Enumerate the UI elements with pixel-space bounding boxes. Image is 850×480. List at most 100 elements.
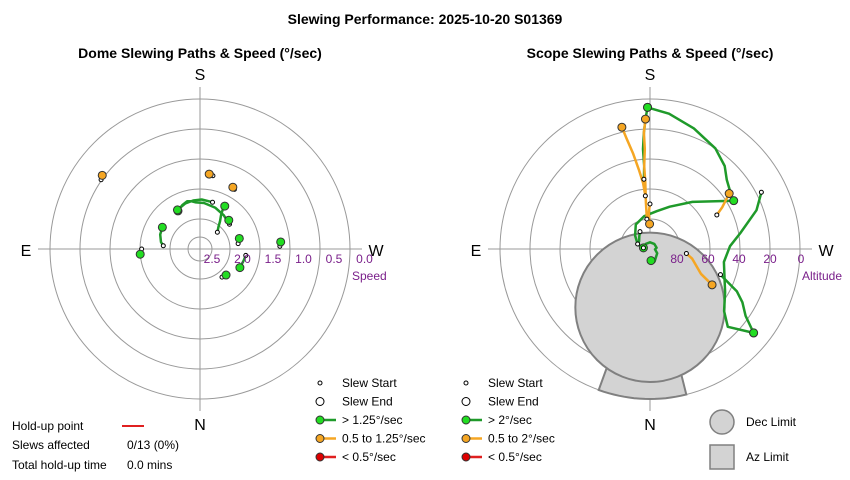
dome-radial-ticks: 2.5 2.0 1.5 1.0 0.5 0.0: [204, 252, 374, 266]
dome-slew-start-point: [160, 243, 166, 249]
scope-slew-path: [719, 273, 755, 335]
dome-slew-end-point: [276, 237, 286, 247]
scope-slew-start-point: [683, 250, 689, 256]
dome-chart: Dome Slewing Paths & Speed (°/sec) S N E…: [21, 45, 387, 434]
dome-radial-tick-label: 0.5: [326, 252, 343, 266]
dome-slew-end-point: [157, 222, 167, 232]
dome-cardinal-right: W: [368, 243, 384, 260]
dome-slew-start-point: [243, 252, 249, 258]
dome-slew-markers: [97, 169, 286, 280]
dome-radial-tick-label: 2.0: [234, 252, 251, 266]
dome-legend-fast-label: > 1.25°/sec: [342, 413, 403, 427]
slews-affected-value: 0/13 (0%): [127, 438, 179, 452]
scope-slew-start-point: [714, 212, 720, 218]
scope-slew-start-point: [647, 201, 653, 207]
scope-legend-slow-label: < 0.5°/sec: [488, 450, 542, 464]
scope-slew-start-point: [641, 176, 647, 182]
scope-slew-paths: [620, 106, 763, 335]
dome-legend-end-label: Slew End: [342, 395, 393, 409]
dome-legend-slow-label: < 0.5°/sec: [342, 450, 396, 464]
dome-slew-end-point: [234, 233, 244, 243]
dome-legend-end-marker: [315, 397, 325, 406]
scope-slew-end-point: [729, 196, 739, 206]
scope-slew-start-point: [640, 245, 646, 251]
scope-cardinal-left: E: [471, 243, 482, 260]
dome-legend: Slew Start Slew End > 1.25°/sec 0.5 to 1.25…: [315, 376, 426, 464]
dome-slew-path: [176, 198, 214, 212]
dec-limit-legend-marker: [709, 409, 735, 435]
scope-legend-start-label: Slew Start: [488, 376, 543, 390]
dome-radial-tick-label: 0.0: [356, 252, 373, 266]
figure-title: Slewing Performance: 2025-10-20 S01369: [288, 11, 563, 27]
scope-slew-start-point: [642, 193, 648, 199]
scope-slew-end-point: [617, 122, 627, 132]
dome-slew-end-point: [172, 205, 182, 215]
scope-radial-tick-label: 0: [798, 252, 805, 266]
scope-slew-path: [633, 199, 735, 246]
scope-slew-start-point: [635, 241, 641, 247]
scope-cardinal-top: S: [645, 67, 656, 84]
dome-legend-medium-marker: [315, 434, 325, 443]
scope-legend-fast-marker: [461, 415, 471, 425]
holdup-point-label: Hold-up point: [12, 419, 84, 433]
scope-legend-fast-label: > 2°/sec: [488, 413, 532, 427]
dome-slew-start-point: [214, 229, 220, 235]
scope-slew-end-point: [707, 280, 717, 290]
scope-legend-end-marker: [461, 397, 471, 406]
scope-chart: Scope Slewing Paths & Speed (°/sec) S N …: [471, 45, 843, 434]
dome-radial-tick-label: 1.5: [265, 252, 282, 266]
scope-slew-path: [642, 241, 659, 263]
total-holdup-value: 0.0 mins: [127, 458, 172, 472]
dome-slew-end-point: [221, 270, 231, 280]
dome-legend-slow-marker: [315, 452, 325, 462]
scope-legend: Slew Start Slew End > 2°/sec 0.5 to 2°/sec <…: [461, 376, 555, 464]
scope-radial-ticks: 80 60 40 20 0: [670, 252, 804, 266]
scope-legend-start-marker: [463, 380, 469, 386]
dome-cardinal-top: S: [195, 67, 206, 84]
scope-slew-end-point: [724, 189, 734, 199]
scope-slew-start-point: [717, 272, 723, 278]
scope-radial-tick-label: 80: [670, 252, 684, 266]
scope-radial-axis-label: Altitude: [802, 269, 842, 283]
scope-radial-tick-label: 40: [732, 252, 746, 266]
dome-slew-end-point: [228, 182, 238, 192]
scope-cardinal-bottom: N: [644, 417, 656, 434]
scope-slew-markers: [617, 102, 764, 338]
limit-legend: Dec Limit Az Limit: [709, 409, 797, 470]
scope-legend-medium-label: 0.5 to 2°/sec: [488, 432, 555, 446]
scope-slew-end-point: [645, 219, 655, 229]
dome-cardinal-bottom: N: [194, 417, 206, 434]
dome-slew-end-point: [224, 215, 234, 225]
scope-slew-path: [646, 106, 732, 194]
scope-slew-end-point: [749, 328, 759, 338]
dome-legend-start-label: Slew Start: [342, 376, 397, 390]
scope-slew-start-point: [758, 189, 764, 195]
scope-legend-slow-marker: [461, 452, 471, 462]
dome-chart-title: Dome Slewing Paths & Speed (°/sec): [78, 45, 322, 61]
az-limit-legend-marker: [709, 444, 735, 470]
dome-polar-grid: [38, 87, 362, 411]
scope-legend-end-label: Slew End: [488, 395, 539, 409]
scope-slew-path: [620, 125, 647, 198]
holdup-summary: Hold-up point Slews affected 0/13 (0%) T…: [12, 419, 179, 472]
scope-slew-path: [685, 252, 714, 287]
dome-radial-axis-label: Speed: [352, 269, 387, 283]
dome-legend-fast-marker: [315, 415, 325, 425]
dome-cardinal-left: E: [21, 243, 32, 260]
dome-slew-end-point: [135, 249, 145, 259]
slews-affected-label: Slews affected: [12, 438, 90, 452]
dome-radial-tick-label: 1.0: [295, 252, 312, 266]
total-holdup-label: Total hold-up time: [12, 458, 107, 472]
az-limit-legend-label: Az Limit: [746, 450, 789, 464]
dome-slew-end-point: [97, 170, 107, 180]
scope-radial-tick-label: 60: [701, 252, 715, 266]
dome-slew-end-point: [204, 169, 214, 179]
dome-legend-start-marker: [317, 380, 323, 386]
dome-slew-end-point: [235, 263, 245, 273]
scope-legend-medium-marker: [461, 434, 471, 443]
dome-legend-medium-label: 0.5 to 1.25°/sec: [342, 432, 426, 446]
scope-limits: [574, 231, 726, 401]
scope-slew-end-point: [646, 256, 656, 266]
dome-radial-tick-label: 2.5: [204, 252, 221, 266]
